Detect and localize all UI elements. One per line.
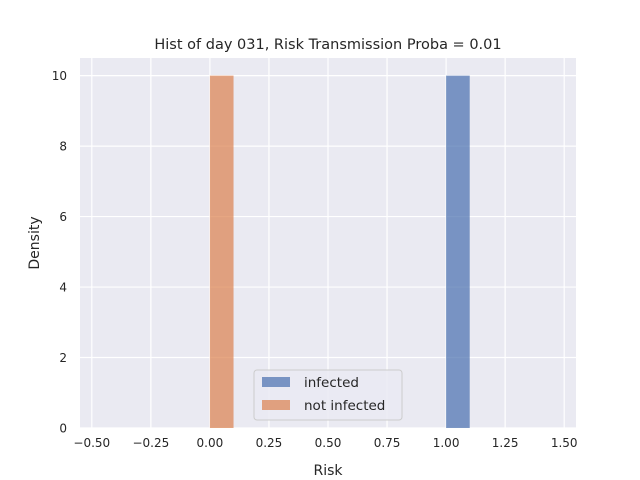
bar-infected xyxy=(446,75,470,428)
x-axis-label: Risk xyxy=(313,463,343,479)
legend-box xyxy=(253,369,403,421)
x-tick-label: 0.75 xyxy=(374,436,401,450)
x-tick-label: 1.50 xyxy=(551,436,578,450)
y-tick-label: 10 xyxy=(52,69,67,83)
x-tick-labels: −0.50 −0.25 0.00 0.25 0.50 0.75 1.00 1.25 1.50 xyxy=(73,436,577,450)
bar-not-infected xyxy=(209,75,234,428)
y-tick-label: 4 xyxy=(59,281,67,295)
legend-swatch-infected xyxy=(262,377,290,387)
x-tick-label: −0.25 xyxy=(132,436,169,450)
x-tick-label: 0.50 xyxy=(315,436,342,450)
x-tick-label: 0.25 xyxy=(256,436,283,450)
legend-swatch-not-infected xyxy=(262,400,290,410)
x-tick-label: 1.00 xyxy=(433,436,460,450)
chart-title: Hist of day 031, Risk Transmission Proba… xyxy=(154,37,501,53)
x-tick-label: 0.00 xyxy=(197,436,224,450)
y-tick-label: 6 xyxy=(59,210,67,224)
x-tick-label: 1.25 xyxy=(492,436,519,450)
legend-label-infected: infected xyxy=(304,375,359,391)
x-tick-label: −0.50 xyxy=(73,436,110,450)
y-tick-label: 2 xyxy=(59,351,67,365)
y-tick-labels: 0 2 4 6 8 10 xyxy=(52,69,67,435)
legend-label-not-infected: not infected xyxy=(304,398,385,414)
y-tick-label: 0 xyxy=(59,422,67,436)
bars xyxy=(209,75,470,428)
legend: infected not infected xyxy=(253,369,403,421)
y-axis-label: Density xyxy=(27,216,43,269)
y-tick-label: 8 xyxy=(59,140,67,154)
